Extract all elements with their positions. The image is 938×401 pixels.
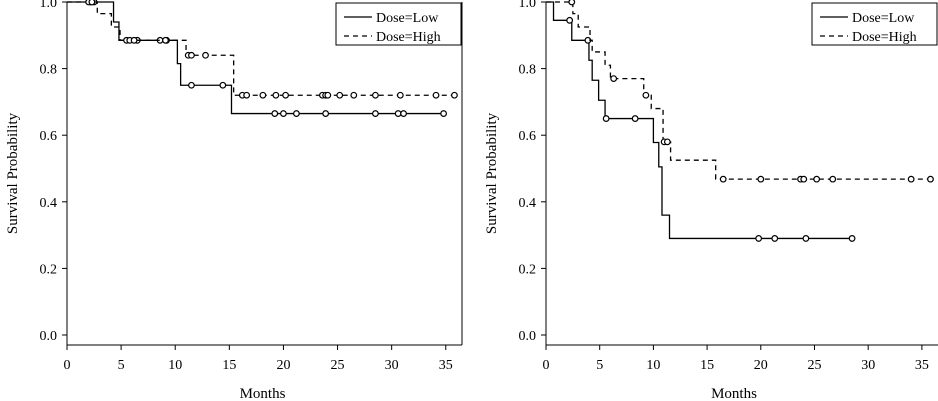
legend-box [811,2,938,46]
censor-mark [88,0,96,6]
censor-mark [927,175,934,183]
censor-mark [755,235,763,242]
legend-box [335,2,462,46]
censor-mark [372,110,379,117]
censor-mark [293,110,300,117]
censor-mark [336,91,344,99]
x-axis-label: Months [711,386,757,401]
censor-mark [130,36,138,44]
censor-mark [188,81,195,89]
survival-step-line [546,1,931,180]
censor-mark [642,91,650,99]
x-tick-label: 10 [646,358,660,373]
x-tick-label: 5 [596,358,603,373]
y-tick-label: 0.6 [40,129,58,144]
survival-step-line [546,1,853,240]
x-tick-label: 0 [543,358,550,373]
censor-mark [451,91,458,99]
y-tick-label: 0.2 [40,262,58,277]
legend: Dose=Low Dose=High [335,2,462,46]
x-tick-label: 35 [439,358,453,373]
y-axis-label: Survival Probability [5,112,21,234]
censor-mark [396,91,404,99]
y-tick-label: 1.0 [40,0,58,11]
chart-panel-1: 0.0 0.2 0.4 0.6 0.8 1.0 0 5 10 15 20 25 30 35 Months Su… [5,0,463,401]
y-tick-label: 0.8 [40,63,58,78]
series-dose-high [67,0,458,99]
x-tick-label: 30 [861,358,875,373]
censor-mark [162,36,169,44]
legend-label: Dose=High [852,30,917,45]
censor-mark [322,110,330,117]
censor-mark [188,51,195,59]
y-axis-label: Survival Probability [484,112,500,234]
censor-mark [771,235,779,242]
censor-mark [566,16,574,24]
censor-mark [568,0,576,6]
x-tick-label: 25 [807,358,821,373]
survival-step-line [67,1,444,115]
censor-mark [802,235,810,242]
censor-mark [610,75,618,82]
censor-mark [243,91,251,99]
x-tick-label: 20 [754,358,768,373]
x-tick-label: 15 [700,358,714,373]
censor-mark [432,91,440,99]
x-tick-label: 25 [331,358,345,373]
y-tick-label: 0.8 [519,63,537,78]
x-tick-label: 10 [168,358,182,373]
censor-mark [324,91,332,99]
censor-mark [350,91,358,99]
censor-mark [394,110,402,117]
censor-mark [202,51,209,59]
censor-mark [719,175,727,183]
y-tick-label: 0.0 [519,329,537,344]
legend-label: Dose=Low [376,11,439,26]
series-dose-high [546,0,934,183]
legend: Dose=Low Dose=High [811,2,938,46]
censor-mark [282,91,290,99]
censor-mark [907,175,915,183]
x-tick-label: 35 [915,358,929,373]
censor-mark [271,110,279,117]
legend-label: Dose=Low [852,11,915,26]
censor-mark [372,91,379,99]
chart-panel-2: 0.0 0.2 0.4 0.6 0.8 1.0 0 5 10 15 20 25 30 35 Months Su… [484,0,938,401]
x-tick-label: 0 [64,358,71,373]
censor-mark [602,115,610,122]
censor-mark [757,175,765,183]
legend-label: Dose=High [376,30,441,45]
survival-step-line [67,1,455,96]
censor-mark [280,110,287,117]
censor-mark [829,175,837,183]
y-tick-label: 0.2 [519,262,537,277]
censor-mark [259,91,267,99]
censor-mark [813,175,821,183]
censor-mark [440,110,448,117]
censor-mark [272,91,280,99]
censor-mark [400,110,407,117]
censor-mark [219,81,227,89]
y-tick-label: 0.4 [519,196,537,211]
y-tick-label: 1.0 [519,0,537,11]
x-tick-label: 15 [222,358,236,373]
y-tick-label: 0.4 [40,196,58,211]
censor-mark [631,115,639,122]
censor-mark [800,175,808,183]
x-axis-label: Months [240,386,286,401]
y-tick-label: 0.6 [519,129,537,144]
x-tick-label: 20 [276,358,290,373]
y-tick-label: 0.0 [40,329,58,344]
censor-mark [663,138,671,146]
series-dose-low [546,1,856,242]
x-tick-label: 5 [118,358,125,373]
censor-mark [848,235,856,242]
x-tick-label: 30 [385,358,399,373]
